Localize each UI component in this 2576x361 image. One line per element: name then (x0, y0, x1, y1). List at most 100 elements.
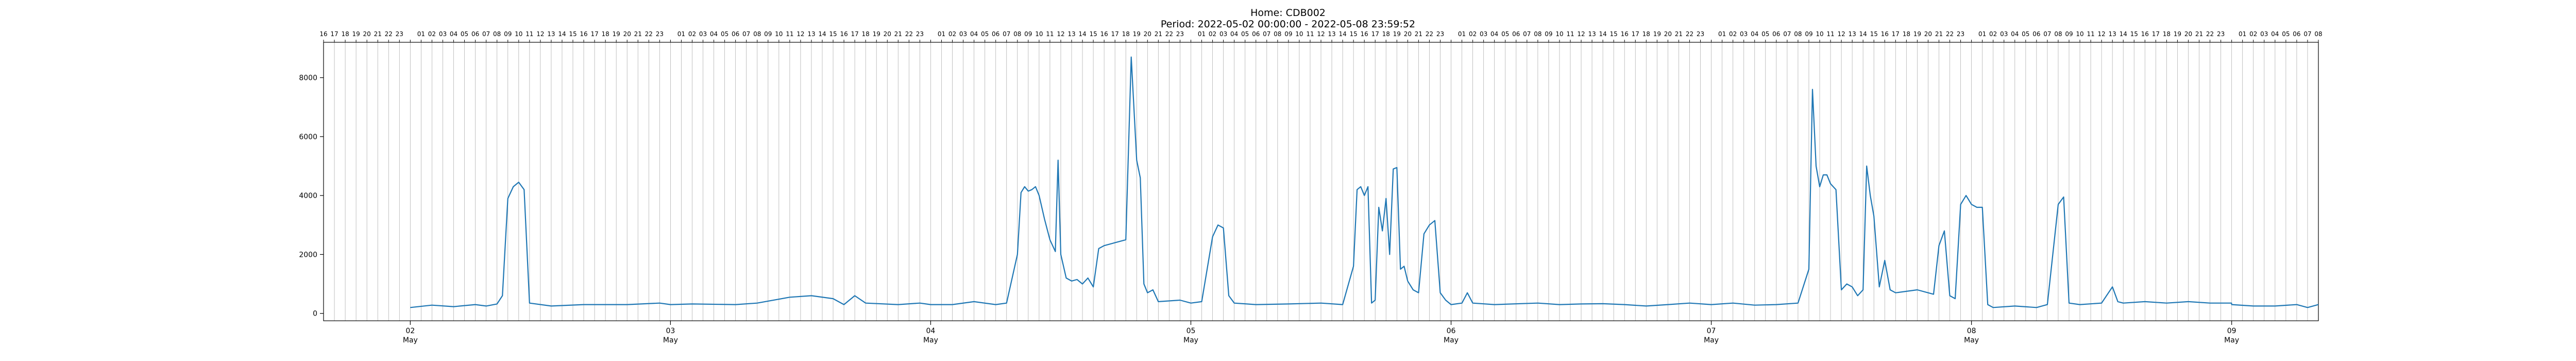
top-hour-label: 07 (2303, 30, 2311, 38)
top-hour-label: 22 (1686, 30, 1693, 38)
top-hour-label: 21 (1155, 30, 1162, 38)
top-hour-label: 17 (1371, 30, 1379, 38)
top-hour-label: 12 (1577, 30, 1585, 38)
top-hour-label: 05 (721, 30, 728, 38)
top-hour-label: 14 (1599, 30, 1606, 38)
top-hour-label: 08 (493, 30, 501, 38)
top-hour-label: 06 (2032, 30, 2040, 38)
x-tick-month: May (403, 336, 418, 344)
top-hour-label: 15 (1089, 30, 1097, 38)
top-hour-label: 20 (363, 30, 371, 38)
top-hour-label: 19 (1393, 30, 1401, 38)
top-hour-label: 01 (2239, 30, 2246, 38)
x-tick-day: 03 (666, 327, 675, 335)
top-hour-label: 08 (1794, 30, 1802, 38)
x-tick-month: May (923, 336, 938, 344)
top-hour-label: 02 (1989, 30, 1997, 38)
top-hour-label: 02 (1729, 30, 1737, 38)
top-hour-label: 23 (1697, 30, 1704, 38)
top-hour-label: 11 (1306, 30, 1314, 38)
top-hour-label: 18 (1642, 30, 1650, 38)
top-hour-label: 06 (1512, 30, 1520, 38)
top-hour-label: 09 (764, 30, 772, 38)
top-hour-label: 04 (1230, 30, 1238, 38)
y-tick-label: 8000 (299, 74, 317, 83)
top-hour-label: 16 (840, 30, 848, 38)
top-hour-label: 10 (1816, 30, 1823, 38)
top-hour-label: 02 (688, 30, 696, 38)
top-hour-label: 05 (1501, 30, 1509, 38)
x-tick-day: 08 (1967, 327, 1976, 335)
top-hour-label: 16 (1621, 30, 1629, 38)
top-hour-label: 07 (742, 30, 750, 38)
top-hour-label: 02 (1469, 30, 1477, 38)
top-hour-label: 13 (1588, 30, 1596, 38)
top-hour-label: 13 (1848, 30, 1856, 38)
x-axis-top-hours: 16 17 18 19 20 21 22 23 01 02 03 04 05 06 07 08 09 10 11 12… (319, 30, 2323, 42)
x-tick-month: May (663, 336, 678, 344)
top-hour-label: 06 (732, 30, 739, 38)
top-hour-label: 05 (2022, 30, 2029, 38)
top-hour-label: 01 (1198, 30, 1206, 38)
top-hour-label: 16 (1361, 30, 1368, 38)
top-hour-label: 03 (1219, 30, 1227, 38)
hour-gridlines (334, 42, 2308, 321)
top-hour-label: 10 (1295, 30, 1303, 38)
top-hour-label: 15 (1610, 30, 1618, 38)
top-hour-label: 15 (1349, 30, 1357, 38)
top-hour-label: 01 (1458, 30, 1466, 38)
top-hour-label: 12 (2097, 30, 2105, 38)
top-hour-label: 06 (471, 30, 479, 38)
top-hour-label: 08 (1013, 30, 1021, 38)
top-hour-label: 04 (710, 30, 718, 38)
top-hour-label: 14 (1078, 30, 1086, 38)
top-hour-label: 07 (1263, 30, 1270, 38)
top-hour-label: 17 (851, 30, 858, 38)
top-hour-label: 12 (1057, 30, 1064, 38)
top-hour-label: 18 (601, 30, 609, 38)
top-hour-label: 14 (2120, 30, 2127, 38)
top-hour-label: 08 (1274, 30, 1281, 38)
top-hour-label: 08 (753, 30, 761, 38)
top-hour-label: 14 (1859, 30, 1867, 38)
top-hour-label: 09 (1805, 30, 1812, 38)
x-tick-month: May (1183, 336, 1198, 344)
top-hour-label: 13 (807, 30, 815, 38)
top-hour-label: 23 (1957, 30, 1964, 38)
top-hour-label: 10 (515, 30, 522, 38)
top-hour-label: 01 (677, 30, 685, 38)
top-hour-label: 12 (796, 30, 804, 38)
top-hour-label: 22 (385, 30, 393, 38)
top-hour-label: 15 (829, 30, 837, 38)
y-axis: 0 2000 4000 6000 8000 (299, 74, 324, 318)
top-hour-label: 19 (873, 30, 880, 38)
top-hour-label: 22 (1165, 30, 1173, 38)
top-hour-label: 20 (2184, 30, 2192, 38)
x-tick-month: May (1704, 336, 1719, 344)
top-hour-label: 07 (482, 30, 490, 38)
top-hour-label: 23 (2217, 30, 2225, 38)
top-hour-label: 13 (1328, 30, 1335, 38)
top-hour-label: 05 (461, 30, 468, 38)
top-hour-label: 07 (1783, 30, 1791, 38)
chart-subtitle: Period: 2022-05-02 00:00:00 - 2022-05-08… (1160, 19, 1416, 30)
x-tick-day: 05 (1187, 327, 1196, 335)
top-hour-label: 23 (396, 30, 403, 38)
top-hour-label: 21 (1675, 30, 1683, 38)
top-hour-label: 23 (656, 30, 664, 38)
top-hour-label: 01 (1718, 30, 1726, 38)
top-hour-label: 17 (330, 30, 338, 38)
top-hour-label: 09 (1024, 30, 1032, 38)
top-hour-label: 13 (547, 30, 555, 38)
top-hour-label: 03 (959, 30, 967, 38)
x-tick-day: 02 (405, 327, 415, 335)
top-hour-label: 23 (916, 30, 924, 38)
top-hour-label: 10 (775, 30, 783, 38)
top-hour-label: 05 (1761, 30, 1769, 38)
top-hour-label: 04 (2271, 30, 2279, 38)
top-hour-label: 04 (1490, 30, 1498, 38)
top-hour-label: 07 (1523, 30, 1531, 38)
y-tick-label: 6000 (299, 133, 317, 141)
top-hour-label: 20 (1404, 30, 1412, 38)
top-hour-label: 18 (2163, 30, 2171, 38)
